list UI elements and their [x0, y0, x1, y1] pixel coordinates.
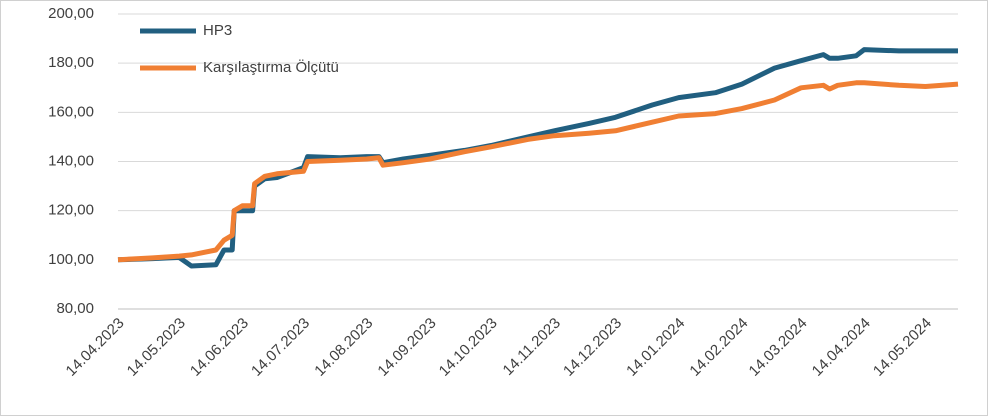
- legend-label: HP3: [203, 22, 232, 39]
- legend-label: Karşılaştırma Ölçütü: [203, 58, 339, 76]
- y-tick-label: 140,00: [48, 152, 94, 169]
- y-tick-label: 180,00: [48, 54, 94, 71]
- y-tick-label: 200,00: [48, 5, 94, 22]
- y-tick-label: 160,00: [48, 103, 94, 120]
- y-tick-label: 120,00: [48, 202, 94, 219]
- y-tick-label: 80,00: [56, 300, 94, 317]
- y-tick-label: 100,00: [48, 251, 94, 268]
- series-line: [117, 80, 959, 263]
